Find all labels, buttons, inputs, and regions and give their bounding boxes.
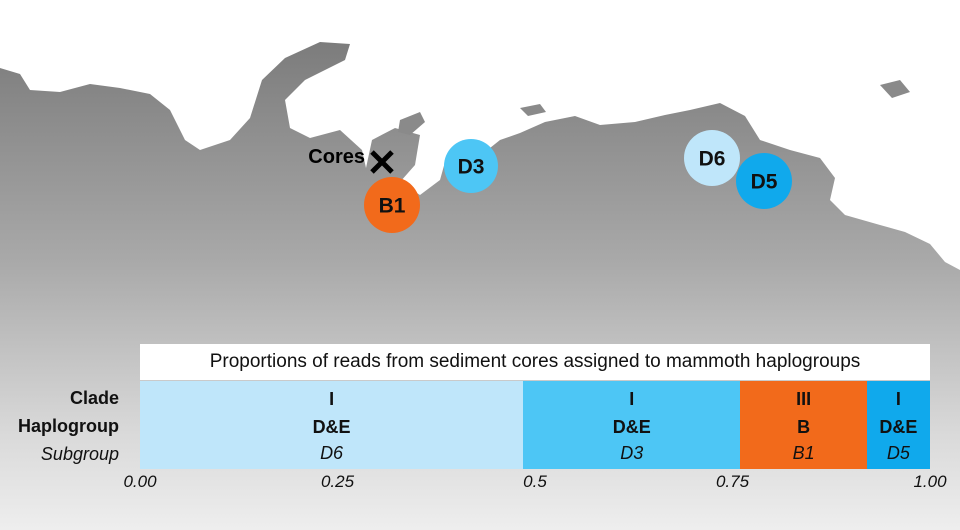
svg-text:D5: D5 — [751, 171, 778, 194]
x-tick-label: 0.5 — [523, 472, 547, 491]
segment-subgroup-label: D3 — [620, 443, 644, 463]
chart-title: Proportions of reads from sediment cores… — [140, 344, 930, 380]
stacked-bar: I D&E D6 I D&E D3 III B B1 I D&E D5 — [140, 381, 930, 469]
bar-segment-d6: I D&E D6 — [140, 381, 524, 469]
peninsula — [398, 112, 425, 135]
segment-subgroup-label: B1 — [792, 443, 815, 463]
x-tick-label: 0.00 — [123, 472, 157, 491]
segment-subgroup-label: D5 — [886, 443, 910, 463]
x-tick-label: 0.75 — [715, 472, 750, 491]
segment-haplogroup-label: D&E — [312, 417, 351, 437]
row-label-haplogroup: Haplogroup — [18, 416, 119, 436]
marker-d6: D6 — [684, 130, 740, 186]
bar-segment-d5: I D&E D5 — [866, 381, 930, 469]
row-label-clade: Clade — [69, 388, 119, 408]
segment-clade-label: I — [895, 389, 901, 409]
segment-subgroup-label: D6 — [320, 443, 344, 463]
row-label-subgroup: Subgroup — [40, 444, 119, 464]
svg-text:B1: B1 — [379, 195, 406, 218]
segment-haplogroup-label: B — [797, 417, 811, 437]
island — [880, 80, 910, 98]
marker-d5: D5 — [736, 153, 792, 209]
marker-b1: B1 — [364, 177, 420, 233]
marker-d3: D3 — [444, 139, 498, 193]
segment-clade-label: III — [796, 389, 812, 409]
bar-segment-b1: III B B1 — [740, 381, 867, 469]
island — [520, 104, 546, 116]
segment-clade-label: I — [329, 389, 335, 409]
segment-haplogroup-label: D&E — [879, 417, 918, 437]
bar-segment-d3: I D&E D3 — [523, 381, 741, 469]
segment-clade-label: I — [629, 389, 635, 409]
x-tick-label: 0.25 — [320, 472, 355, 491]
core-site-cross-icon — [370, 150, 394, 174]
segment-haplogroup-label: D&E — [612, 417, 651, 437]
svg-text:D3: D3 — [458, 156, 485, 179]
x-tick-label: 1.00 — [913, 472, 947, 491]
cores-label: Cores — [308, 146, 365, 168]
svg-text:D6: D6 — [699, 148, 726, 171]
